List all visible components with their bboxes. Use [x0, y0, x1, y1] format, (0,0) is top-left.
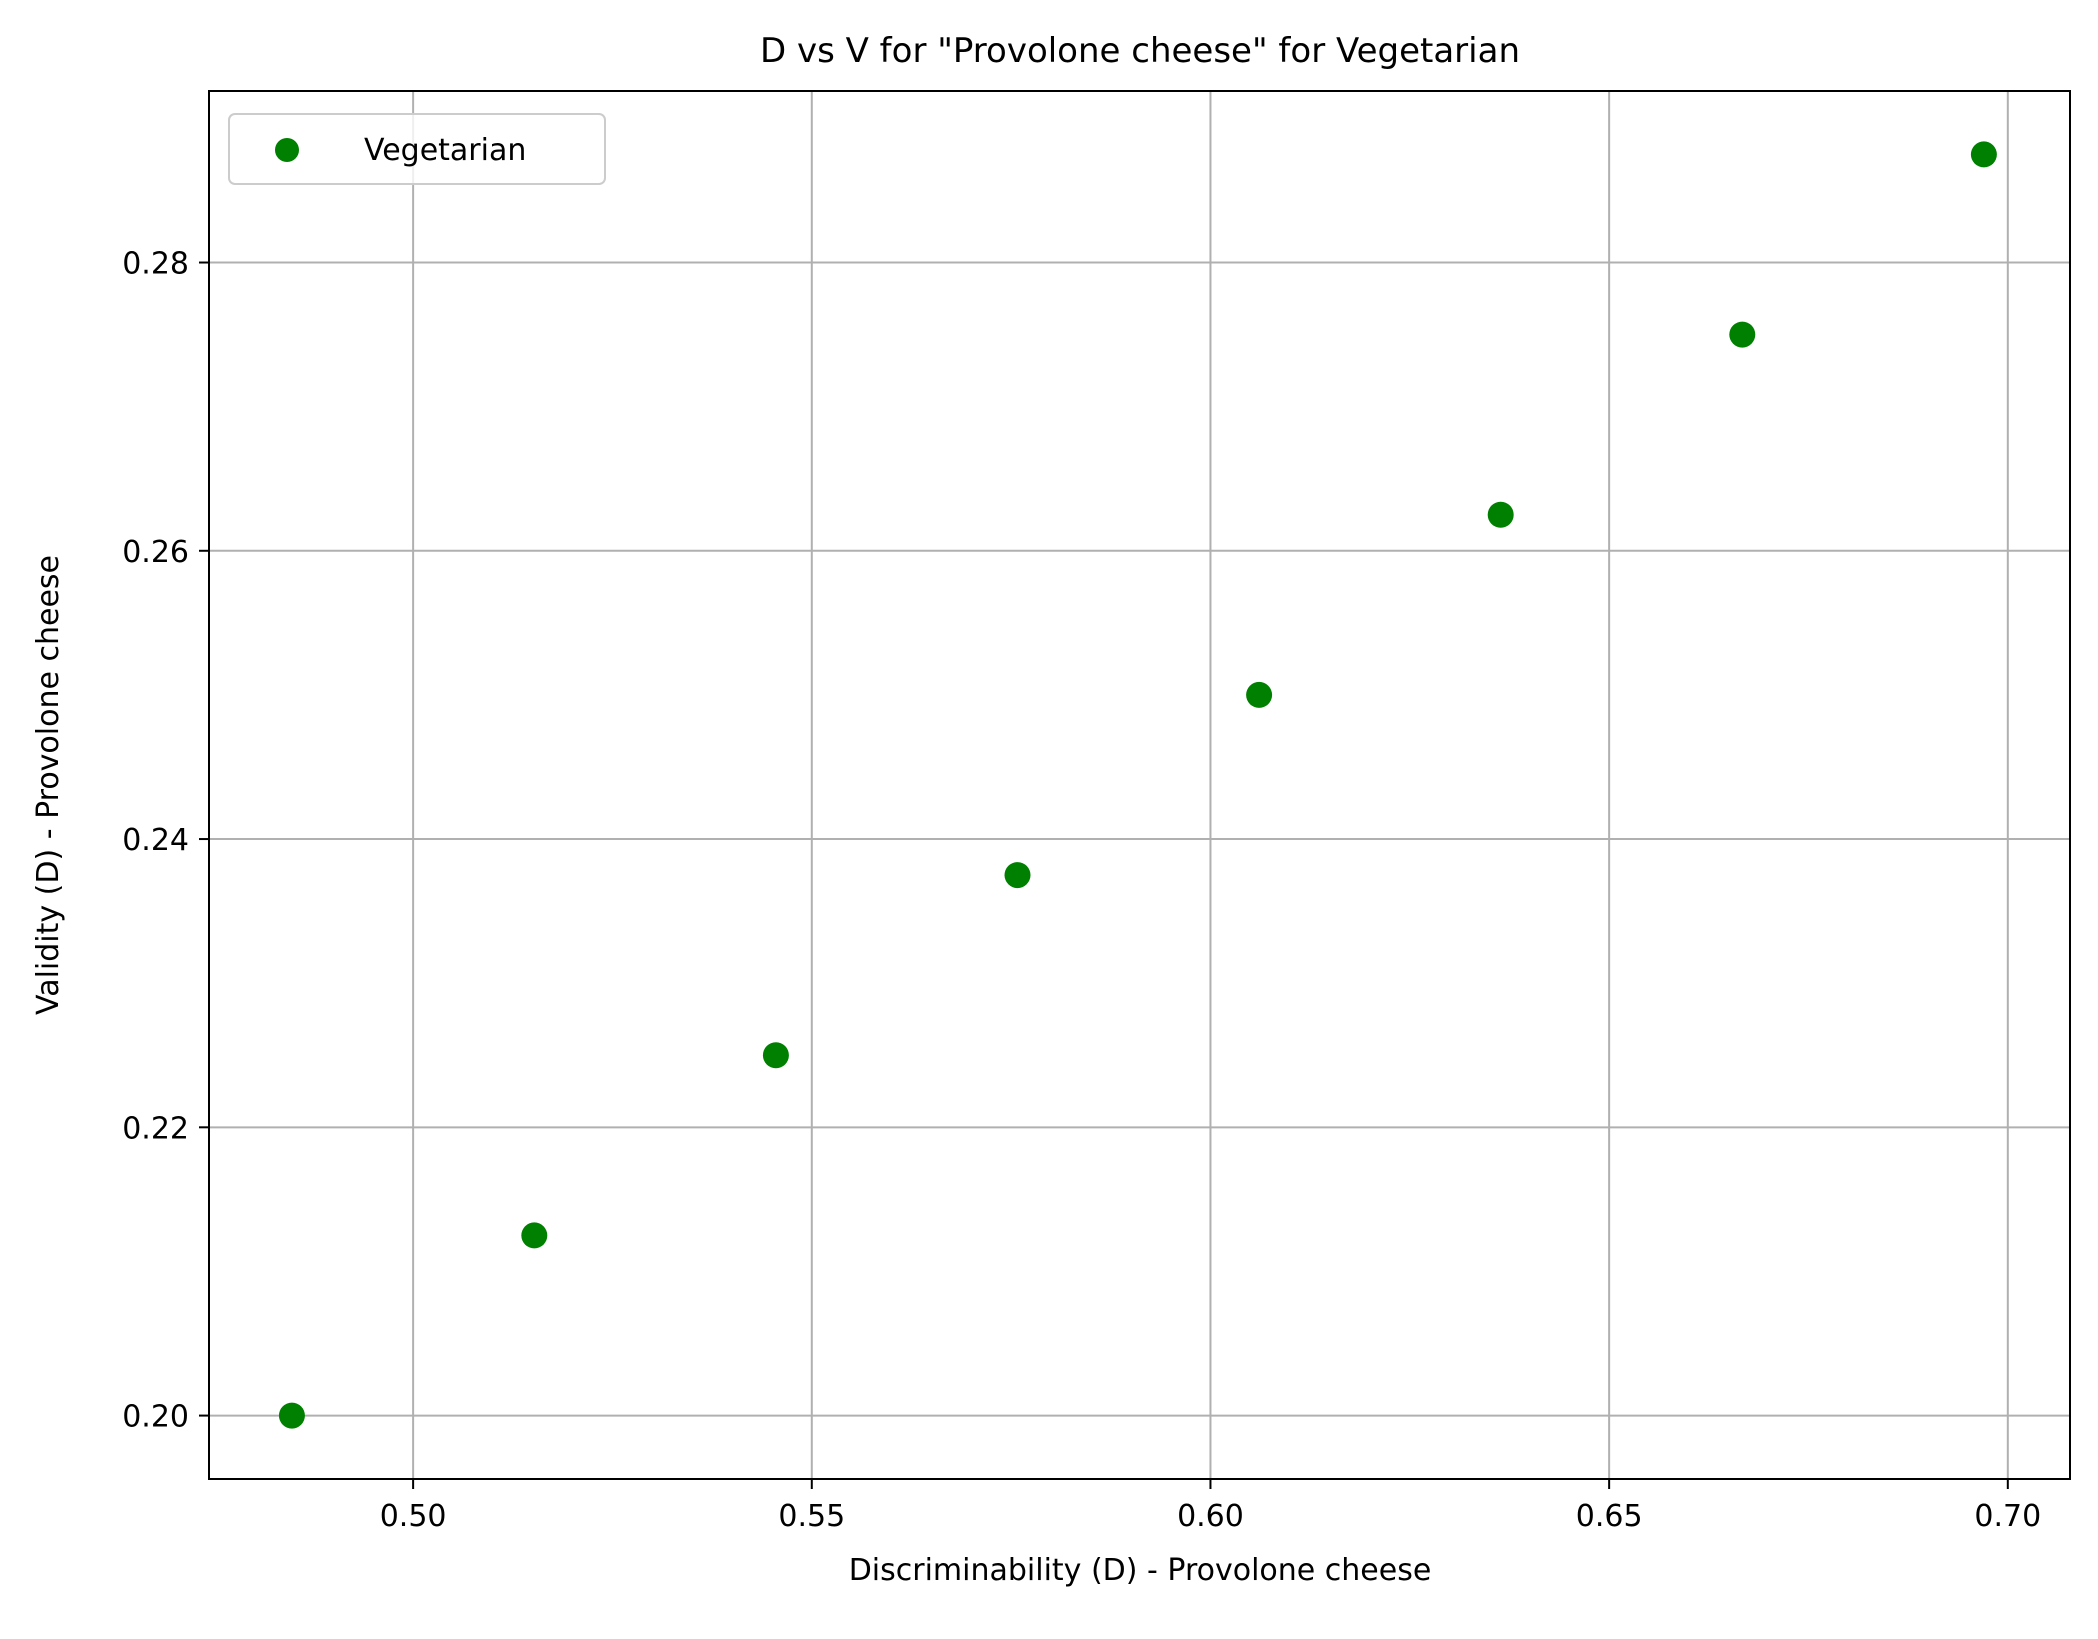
- y-tick-label: 0.22: [122, 1111, 189, 1146]
- x-axis-label: Discriminability (D) - Provolone cheese: [849, 1553, 1432, 1588]
- legend-marker: [275, 138, 299, 162]
- y-tick-label: 0.24: [122, 823, 189, 858]
- y-tick-label: 0.20: [122, 1400, 189, 1435]
- x-tick-label: 0.55: [778, 1499, 845, 1534]
- data-point: [521, 1222, 548, 1249]
- plot-area-frame: [208, 90, 2071, 1480]
- data-points: [278, 141, 1997, 1429]
- data-point: [762, 1042, 789, 1069]
- x-tick-label: 0.60: [1177, 1499, 1244, 1534]
- legend-box: [228, 113, 606, 185]
- data-point: [1729, 321, 1756, 348]
- data-point: [1487, 501, 1514, 528]
- y-tick-label: 0.28: [122, 247, 189, 282]
- axis-ticks: 0.50 0.55 0.60 0.65 0.70 0.20 0.22 0.24 0.26 0.28: [122, 247, 2041, 1534]
- x-tick-label: 0.70: [1974, 1499, 2041, 1534]
- data-point: [1246, 681, 1273, 708]
- x-tick-label: 0.65: [1576, 1499, 1643, 1534]
- y-axis-label: Validity (D) - Provolone cheese: [31, 555, 66, 1015]
- legend: Vegetarian: [228, 113, 606, 185]
- x-tick-label: 0.50: [380, 1499, 447, 1534]
- legend-label: Vegetarian: [364, 133, 526, 168]
- chart-title: D vs V for "Provolone cheese" for Vegeta…: [760, 31, 1520, 71]
- grid-lines: [209, 91, 2070, 1479]
- data-point: [278, 1402, 305, 1429]
- y-tick-label: 0.26: [122, 535, 189, 570]
- data-point: [1970, 141, 1997, 168]
- data-point: [1004, 862, 1031, 889]
